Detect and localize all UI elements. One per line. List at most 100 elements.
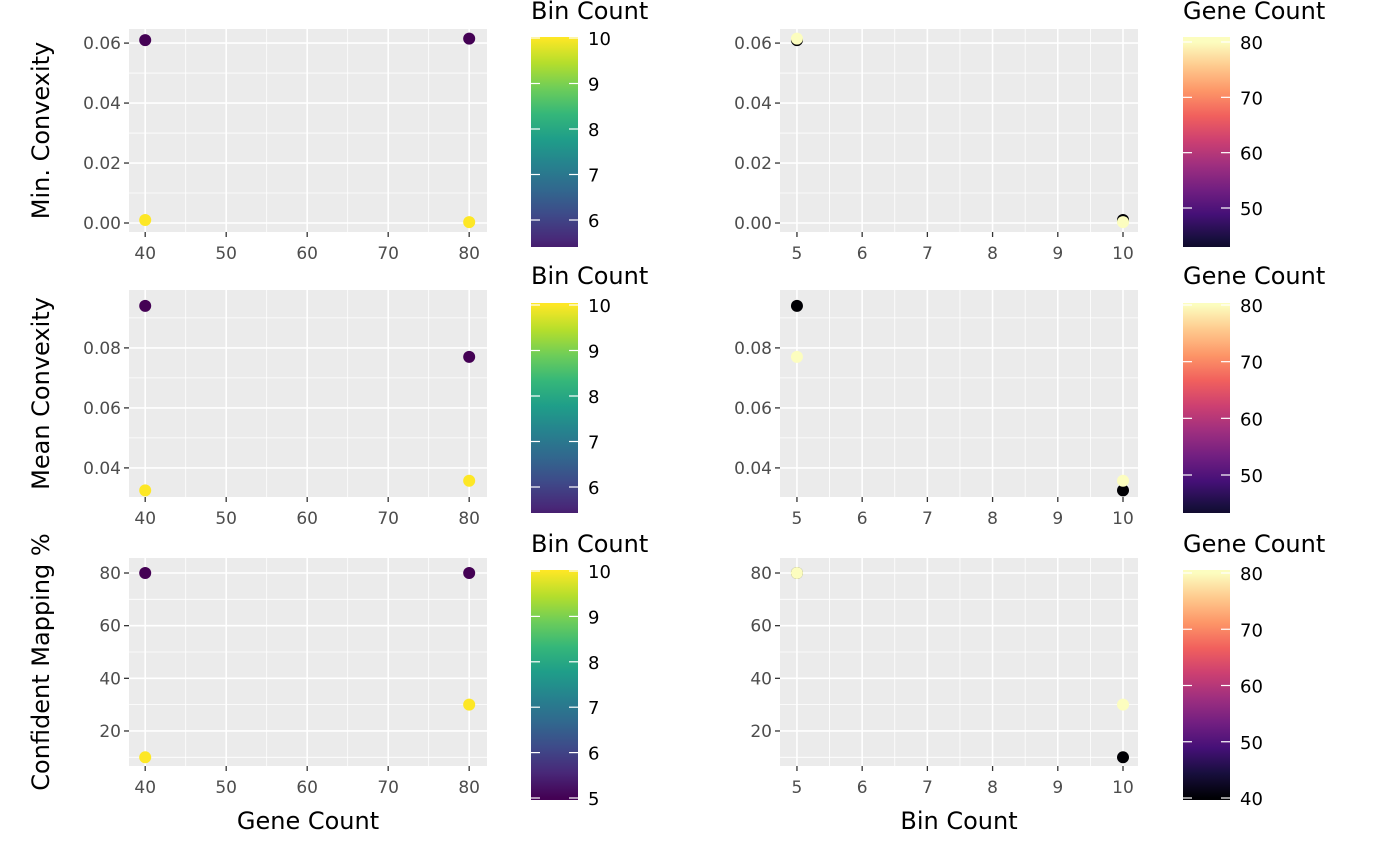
y-tick-label: 60 [99, 617, 121, 637]
x-tick-label: 6 [857, 244, 868, 264]
data-point [463, 698, 476, 711]
data-point [139, 751, 152, 764]
colorbar-label: 7 [588, 166, 599, 187]
colorbar-label: 80 [1240, 564, 1263, 585]
y-tick-label: 0.04 [734, 459, 772, 479]
y-tick-label: 0.06 [734, 399, 772, 419]
x-tick-label: 10 [1112, 244, 1134, 264]
x-axis-title: Gene Count [237, 807, 379, 835]
y-axis-title: Confident Mapping % [27, 533, 55, 790]
data-point [463, 350, 476, 363]
y-tick-label: 0.06 [83, 399, 121, 419]
panel-background [780, 558, 1138, 766]
colorbar [531, 37, 578, 247]
data-point [463, 216, 476, 229]
y-tick-label: 40 [750, 669, 772, 689]
colorbar-legend: Gene Count 50 60 70 80 [1183, 262, 1325, 513]
data-point [463, 32, 476, 45]
data-point [139, 34, 152, 47]
colorbar-label: 70 [1240, 353, 1263, 374]
data-point [139, 484, 152, 497]
y-tick-label: 20 [99, 722, 121, 742]
x-tick-label: 70 [377, 244, 399, 264]
x-tick-label: 9 [1052, 509, 1063, 529]
colorbar [1183, 303, 1230, 513]
colorbar-label: 50 [1240, 733, 1263, 754]
data-point [790, 567, 803, 580]
panel-background [129, 290, 487, 497]
colorbar-label: 8 [588, 120, 599, 141]
colorbar-label: 10 [588, 562, 611, 583]
legend-title: Bin Count [531, 262, 648, 290]
x-tick-label: 60 [296, 244, 318, 264]
y-tick-label: 20 [750, 722, 772, 742]
panel-6: 5 6 7 8 9 10 20 40 60 80 Bin Count [750, 558, 1138, 835]
colorbar-label: 6 [588, 211, 599, 232]
x-tick-label: 7 [922, 244, 933, 264]
data-point [1117, 216, 1130, 229]
data-point [1117, 751, 1130, 764]
x-tick-label: 80 [458, 778, 480, 798]
data-point [790, 350, 803, 363]
colorbar-label: 80 [1240, 33, 1263, 54]
x-tick-label: 6 [857, 778, 868, 798]
y-tick-label: 0.02 [83, 154, 121, 174]
panel-5: 40 50 60 70 80 20 40 60 80 Confident Mapping % Gen… [27, 533, 487, 835]
x-tick-label: 9 [1052, 244, 1063, 264]
colorbar-legend: Bin Count 6 7 8 9 10 [531, 262, 648, 513]
data-point [139, 567, 152, 580]
x-tick-label: 80 [458, 509, 480, 529]
panel-4: 5 6 7 8 9 10 0.04 0.06 0.08 [734, 290, 1138, 529]
y-tick-label: 0.08 [734, 339, 772, 359]
data-point [139, 299, 152, 312]
x-tick-label: 7 [922, 778, 933, 798]
data-point [463, 474, 476, 487]
y-tick-label: 40 [99, 669, 121, 689]
panel-background [780, 29, 1138, 232]
x-tick-label: 40 [134, 509, 156, 529]
y-tick-label: 0.08 [83, 339, 121, 359]
colorbar-label: 8 [588, 387, 599, 408]
colorbar-label: 9 [588, 342, 599, 363]
panel-background [129, 558, 487, 766]
data-point [790, 32, 803, 45]
data-point [1117, 484, 1130, 497]
x-tick-label: 5 [792, 244, 803, 264]
x-tick-label: 40 [134, 244, 156, 264]
colorbar-label: 9 [588, 607, 599, 628]
x-tick-label: 10 [1112, 778, 1134, 798]
data-point [463, 567, 476, 580]
x-tick-label: 70 [377, 509, 399, 529]
y-tick-label: 0.00 [83, 214, 121, 234]
panel-background [129, 29, 487, 232]
x-tick-label: 8 [987, 509, 998, 529]
colorbar-label: 70 [1240, 620, 1263, 641]
colorbar-label: 50 [1240, 199, 1263, 220]
y-tick-label: 80 [750, 564, 772, 584]
legend-title: Gene Count [1183, 0, 1325, 25]
colorbar-legend: Gene Count 50 60 70 80 [1183, 0, 1325, 247]
legend-title: Gene Count [1183, 530, 1325, 558]
colorbar-label: 9 [588, 75, 599, 96]
legend-title: Bin Count [531, 0, 648, 25]
y-tick-label: 0.06 [83, 34, 121, 54]
panel-background [780, 290, 1138, 497]
y-tick-label: 80 [99, 564, 121, 584]
colorbar-label: 60 [1240, 144, 1263, 165]
colorbar-legend: Gene Count 40 50 60 70 80 [1183, 530, 1325, 810]
colorbar [1183, 37, 1230, 247]
data-point [1117, 474, 1130, 487]
x-tick-label: 7 [922, 509, 933, 529]
panel-2: 5 6 7 8 9 10 0.00 0.02 0.04 0.06 [734, 29, 1138, 264]
x-tick-label: 70 [377, 778, 399, 798]
colorbar-label: 70 [1240, 88, 1263, 109]
colorbar-label: 10 [588, 296, 611, 317]
panel-3: 40 50 60 70 80 0.04 0.06 0.08 Mean Convexity [27, 290, 487, 529]
x-tick-label: 60 [296, 509, 318, 529]
data-point [139, 214, 152, 227]
legend-title: Gene Count [1183, 262, 1325, 290]
x-tick-label: 50 [215, 778, 237, 798]
y-axis-title: Min. Convexity [27, 42, 55, 220]
y-tick-label: 60 [750, 617, 772, 637]
